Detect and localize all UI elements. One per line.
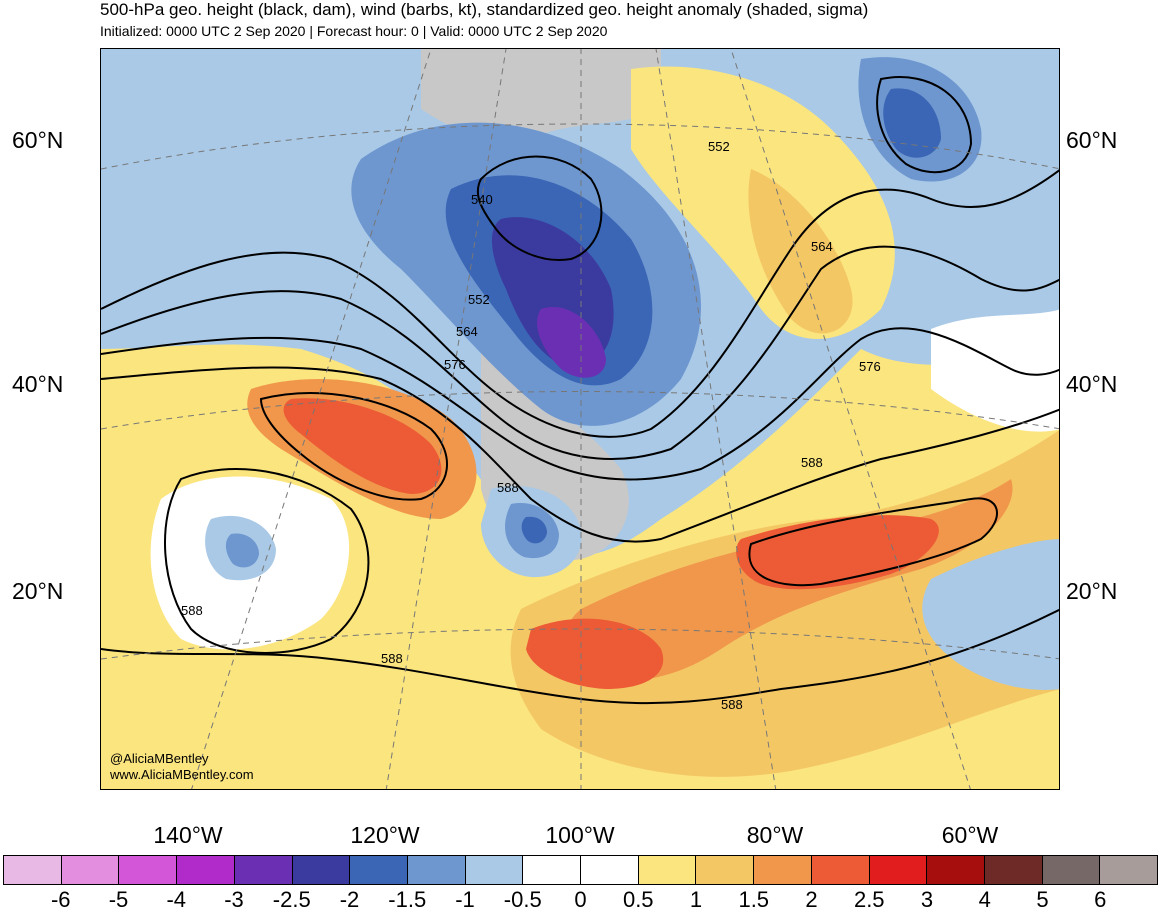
meridian-60w	[730, 49, 971, 789]
contour-label: 588	[801, 455, 823, 470]
colorbar-swatch	[811, 856, 870, 884]
parallel-40	[101, 391, 1059, 430]
lon-label: 80°W	[746, 822, 804, 848]
meridian-80w	[655, 49, 777, 789]
parallel-60	[101, 123, 1059, 170]
colorbar-label: 0.5	[622, 887, 654, 912]
colorbar-label: 1	[689, 887, 703, 912]
weather-map: 540 552 552 564 564 576 576 588 588 588 …	[100, 48, 1060, 790]
colorbar-label: 5	[1036, 887, 1049, 912]
lat-label-left: 20°N	[12, 578, 64, 604]
colorbar-label: -6	[50, 887, 71, 912]
colorbar-label: 0	[574, 887, 587, 912]
contour-label: 552	[468, 292, 490, 307]
contour-588-north	[101, 366, 1059, 543]
contour-label: 576	[859, 359, 881, 374]
colorbar-swatch	[984, 856, 1043, 884]
lon-label: 120°W	[350, 822, 420, 848]
colorbar-swatch	[927, 856, 985, 884]
land-north	[421, 49, 661, 142]
colorbar-swatch	[119, 856, 178, 884]
colorbar-swatch	[1042, 856, 1101, 884]
parallel-20	[101, 628, 1059, 660]
contour-540	[476, 155, 603, 261]
colorbar	[3, 855, 1158, 885]
contour-label: 576	[444, 357, 466, 372]
lat-label-right: 20°N	[1066, 578, 1118, 604]
contour-greenland	[876, 76, 973, 174]
colorbar-label: 3	[920, 887, 934, 912]
colorbar-swatch	[523, 856, 582, 884]
lat-label-left: 60°N	[12, 127, 64, 153]
contour-label: 588	[181, 603, 203, 618]
contour-576	[101, 327, 1059, 481]
colorbar-label: -4	[166, 887, 187, 912]
colorbar-label: -5	[108, 887, 129, 912]
colorbar-swatch	[350, 856, 408, 884]
pacific-low-core	[225, 533, 259, 568]
colorbar-swatch	[869, 856, 928, 884]
colorbar-label: 1.5	[738, 887, 770, 912]
cutoff-low-core	[521, 516, 547, 544]
colorbar-swatch	[465, 856, 524, 884]
colorbar-swatch	[234, 856, 293, 884]
lat-label-right: 60°N	[1066, 127, 1118, 153]
colorbar-label: -1	[455, 887, 475, 912]
contour-label: 564	[456, 324, 478, 339]
warm-anomaly-northeast-core	[748, 169, 853, 334]
colorbar-label: -2.5	[272, 887, 311, 912]
lon-label: 100°W	[545, 822, 615, 848]
contour-label-group: 540 552 552 564 564 576 576 588 588 588 …	[181, 139, 881, 712]
contour-564	[101, 245, 1059, 460]
author-handle: @AliciaMBentley	[110, 751, 209, 766]
colorbar-label: -2	[339, 887, 360, 912]
colorbar-label: -3	[224, 887, 244, 912]
lat-label-left: 40°N	[12, 371, 64, 397]
contour-588-west	[259, 392, 448, 501]
colorbar-label: 6	[1094, 887, 1107, 912]
contour-label: 588	[381, 651, 403, 666]
lon-label: 140°W	[153, 822, 223, 848]
colorbar-label: 2.5	[853, 887, 885, 912]
colorbar-swatch	[754, 856, 812, 884]
contour-588-atlantic-core	[748, 497, 998, 587]
trough-anomaly-core	[537, 307, 606, 378]
contour-label: 540	[471, 192, 493, 207]
meridian-140w	[191, 49, 432, 789]
colorbar-swatch	[177, 856, 235, 884]
map-subtitle: Initialized: 0000 UTC 2 Sep 2020 | Forec…	[100, 23, 608, 39]
lon-label: 60°W	[941, 822, 999, 848]
contour-label: 552	[708, 139, 730, 154]
caribbean-warm-core	[526, 618, 664, 689]
colorbar-swatch	[407, 856, 466, 884]
colorbar-swatch	[696, 856, 755, 884]
colorbar-swatch	[4, 856, 62, 884]
neutral-atlantic	[931, 309, 1059, 432]
lat-label-right: 40°N	[1066, 371, 1118, 397]
colorbar-swatch	[61, 856, 120, 884]
colorbar-swatch	[638, 856, 697, 884]
contour-552	[101, 169, 1059, 438]
western-ridge-core	[283, 398, 442, 494]
colorbar-swatch	[581, 856, 639, 884]
colorbar-label: 4	[978, 887, 991, 912]
contour-label: 588	[721, 697, 743, 712]
greenland-low-core	[883, 88, 941, 158]
contour-588-pacific	[164, 468, 370, 654]
graticule	[101, 49, 1059, 789]
colorbar-swatch	[292, 856, 351, 884]
meridian-120w	[385, 49, 507, 789]
map-canvas: 540 552 552 564 564 576 576 588 588 588 …	[101, 49, 1059, 789]
author-website[interactable]: www.AliciaMBentley.com	[110, 767, 254, 782]
contour-label: 588	[497, 480, 519, 495]
contour-label: 564	[811, 239, 833, 254]
colorbar-swatch	[1100, 856, 1158, 884]
colorbar-label: 2	[805, 887, 818, 912]
colorbar-label: -0.5	[503, 887, 542, 912]
map-title: 500-hPa geo. height (black, dam), wind (…	[100, 0, 869, 19]
colorbar-label: -1.5	[388, 887, 427, 912]
